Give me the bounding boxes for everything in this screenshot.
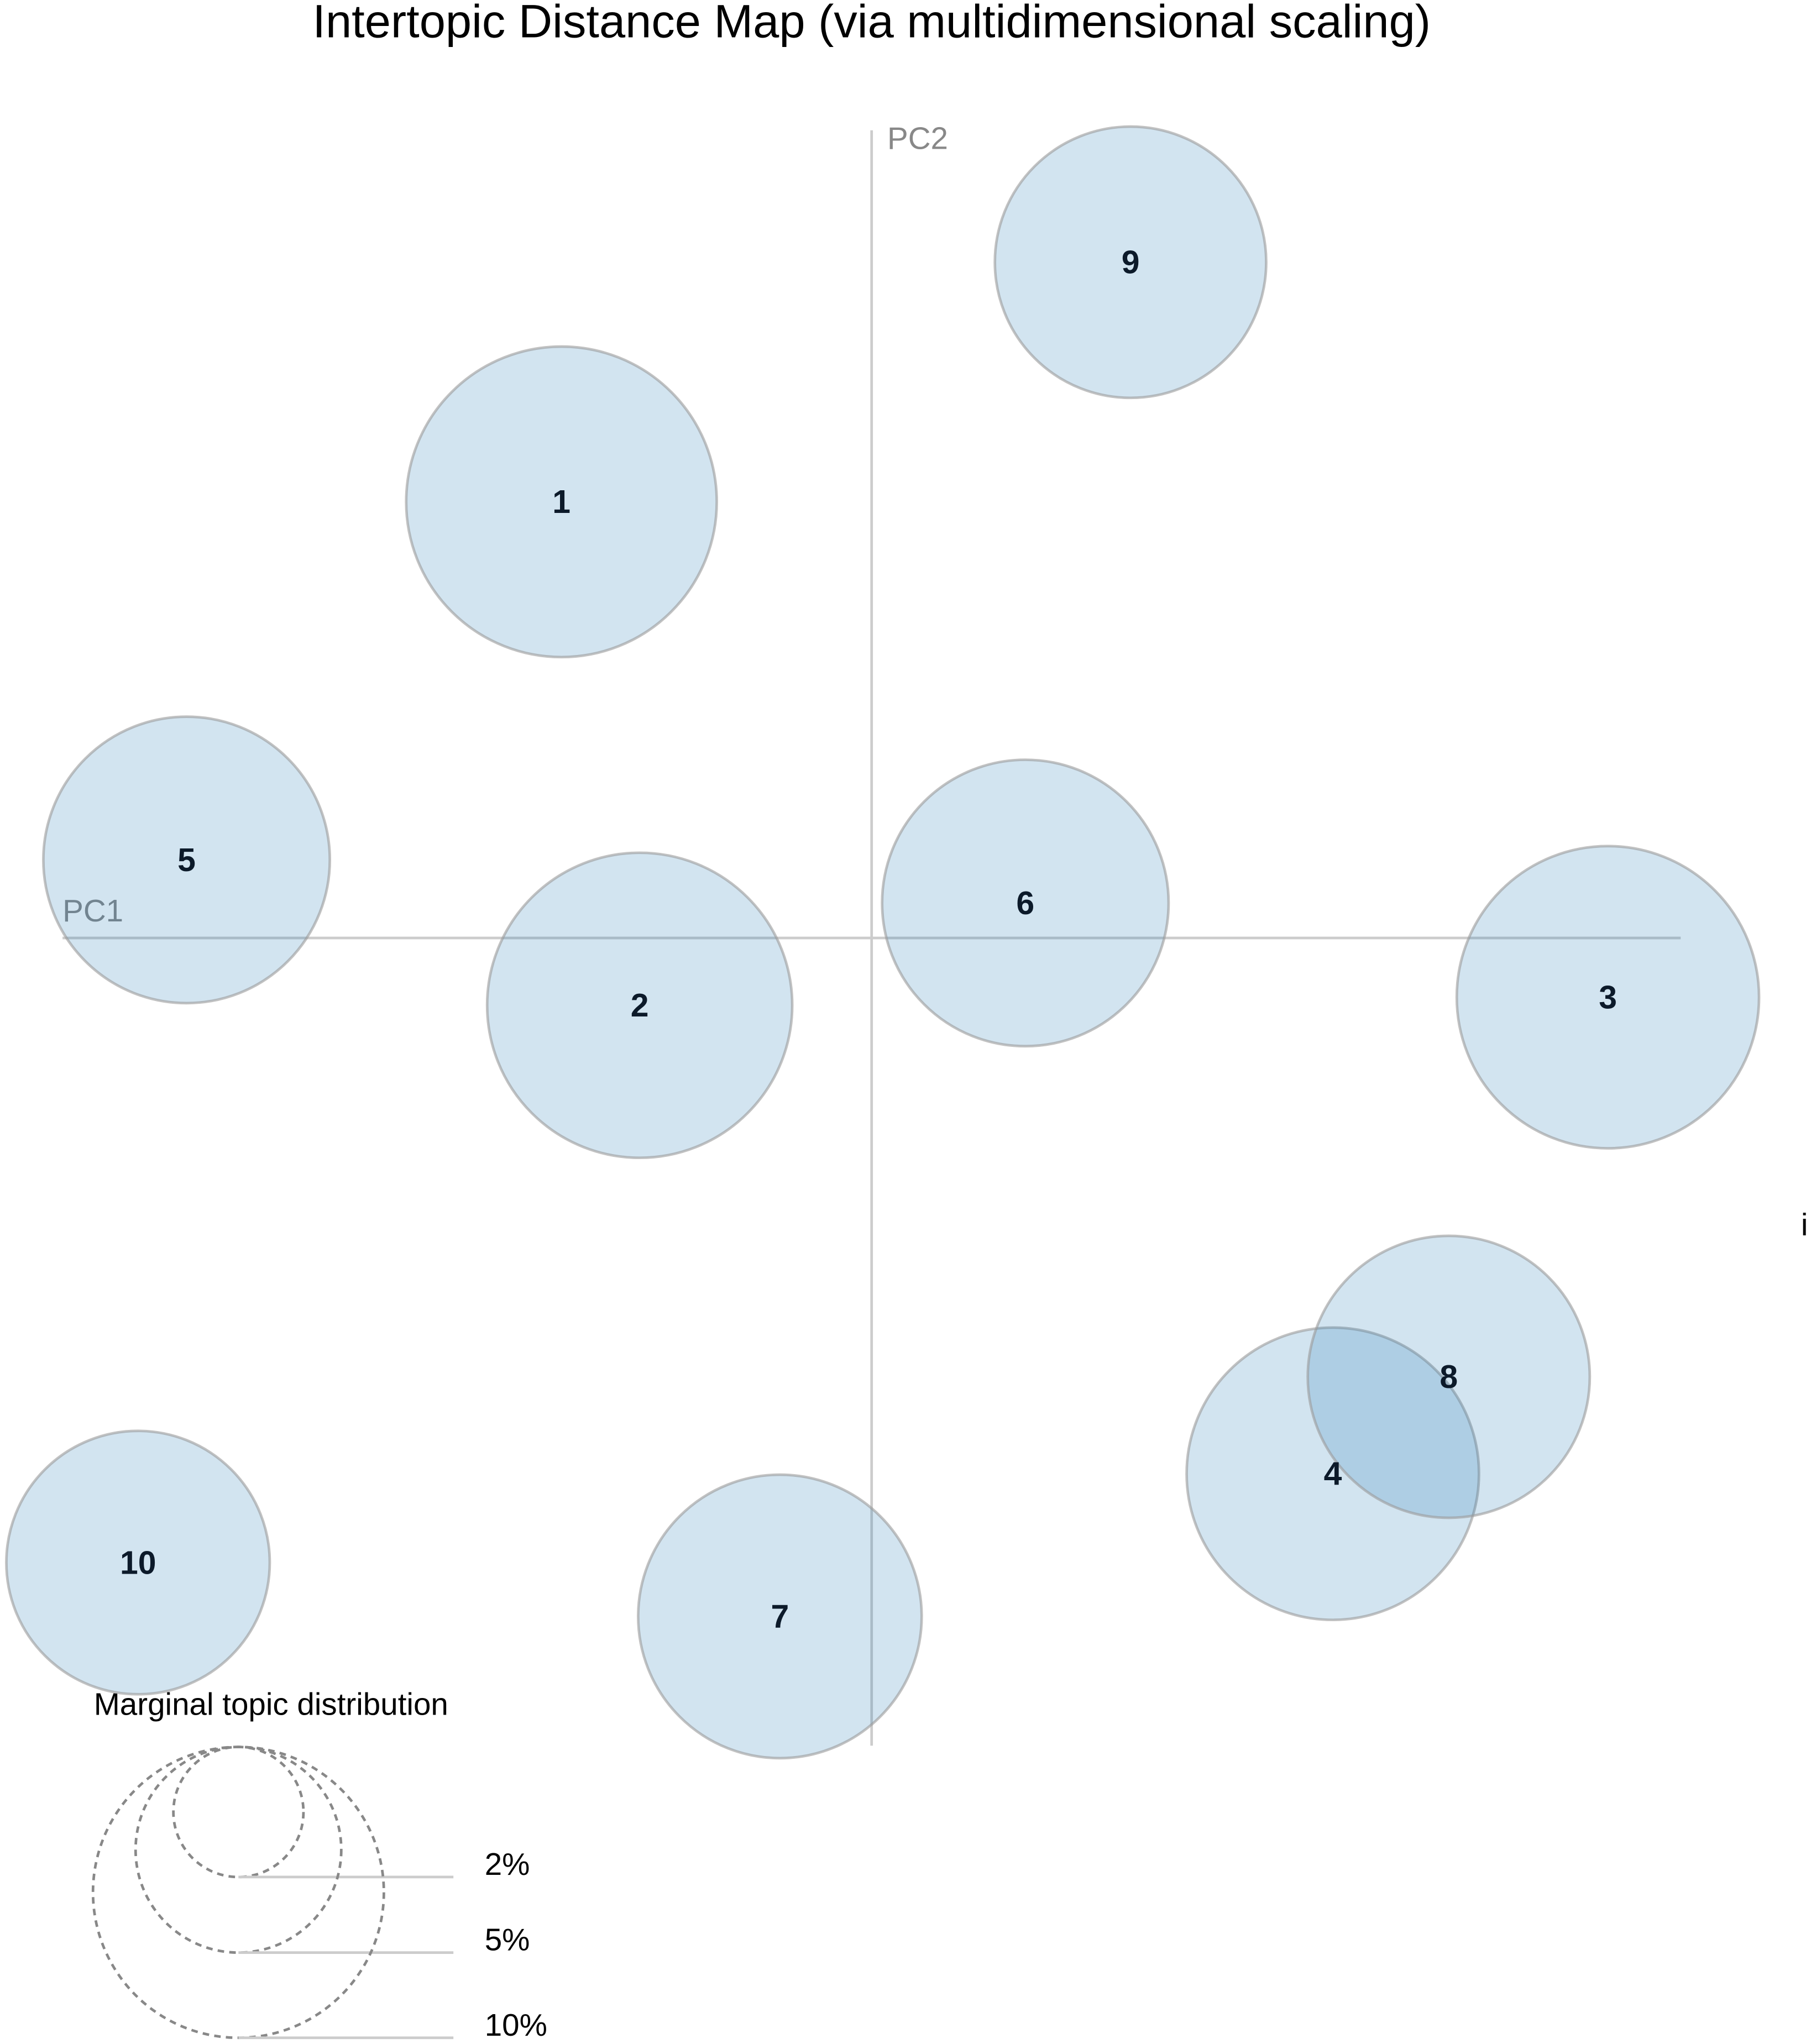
x-axis-label: PC1: [62, 893, 123, 928]
topic-label: 5: [177, 842, 196, 878]
topic-label: 4: [1324, 1456, 1342, 1492]
size-legend-circle: [172, 1746, 305, 1879]
bubble-labels: 1 2 3 4 5 6 7 8 9 10: [120, 245, 1617, 1635]
topic-label: 1: [552, 484, 570, 520]
topic-bubble: [1185, 1326, 1480, 1622]
topic-label: 10: [120, 1545, 156, 1581]
topic-bubble: [42, 715, 332, 1005]
annotation: i: [1801, 1207, 1808, 1242]
topic-bubble: [637, 1473, 923, 1760]
size-legend-label: 10%: [485, 2008, 547, 2042]
topic-bubble: [5, 1429, 271, 1696]
topic-bubble: [405, 345, 718, 659]
topic-label: 3: [1599, 979, 1617, 1015]
y-axis-label: PC2: [887, 121, 948, 156]
topic-label: 8: [1440, 1359, 1458, 1395]
topic-bubble: [993, 125, 1268, 400]
topic-bubble: [881, 758, 1170, 1048]
topic-bubble: [1455, 845, 1761, 1150]
bubbles: [5, 125, 1761, 1760]
size-legend-circle: [134, 1746, 343, 1954]
topic-bubble: [1306, 1234, 1592, 1519]
chart-title: Intertopic Distance Map (via multidimens…: [312, 0, 1431, 47]
size-legend-label: 5%: [485, 1922, 530, 1957]
topic-label: 9: [1122, 245, 1140, 281]
topic-label: 6: [1016, 885, 1034, 921]
topic-bubble: [485, 851, 794, 1160]
topic-label: 7: [771, 1599, 789, 1635]
size-legend-circle: [91, 1746, 385, 2040]
topic-label: 2: [631, 988, 649, 1024]
size-legend-label: 2%: [485, 1847, 530, 1881]
